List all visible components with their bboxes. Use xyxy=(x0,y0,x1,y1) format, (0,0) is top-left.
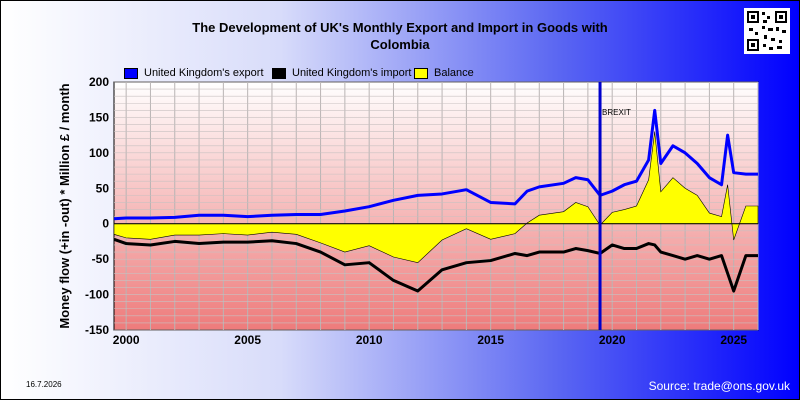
legend-label-balance: Balance xyxy=(434,67,474,79)
legend-swatch-export xyxy=(124,67,138,79)
y-tick-label: -50 xyxy=(92,252,110,266)
vertical-grid xyxy=(125,82,759,330)
chart-title-line2: Colombia xyxy=(370,37,430,52)
y-tick-label: 0 xyxy=(102,217,109,231)
date-stamp: 16.7.2026 xyxy=(26,380,62,389)
legend-label-export: United Kingdom's export xyxy=(144,67,264,79)
series-layer xyxy=(113,108,759,293)
legend-label-import: United Kingdom's import xyxy=(292,67,412,79)
chart-title-line1: The Development of UK's Monthly Export a… xyxy=(192,20,608,35)
x-tick-label: 2025 xyxy=(720,333,747,347)
legend-balance: Balance xyxy=(414,66,474,80)
legend-swatch-import xyxy=(272,67,286,79)
source-label: Source: trade@ons.gov.uk xyxy=(648,379,790,393)
y-tick-labels: -150 -100 -50 0 50 100 150 200 xyxy=(85,75,109,337)
x-tick-label: 2000 xyxy=(113,333,140,347)
series-import-line xyxy=(113,237,758,293)
y-tick-label: 100 xyxy=(89,146,109,160)
y-tick-label: -100 xyxy=(85,288,109,302)
legend-swatch-balance xyxy=(414,67,428,79)
y-axis-label: Money flow (+in -out) * Million £ / mont… xyxy=(57,83,72,328)
y-tick-label: -150 xyxy=(85,323,109,337)
y-tick-label: 150 xyxy=(89,110,109,124)
brexit-label: BREXIT xyxy=(602,108,631,117)
x-tick-label: 2005 xyxy=(234,333,261,347)
legend-import: United Kingdom's import xyxy=(272,66,412,80)
legend-export: United Kingdom's export xyxy=(124,66,264,80)
y-tick-label: 50 xyxy=(96,181,110,195)
x-tick-labels: 2000 2005 2010 2015 2020 2025 xyxy=(113,333,748,347)
series-export-line xyxy=(113,108,758,221)
annotation-layer: BREXIT xyxy=(598,82,631,330)
x-tick-label: 2020 xyxy=(599,333,626,347)
x-tick-label: 2015 xyxy=(477,333,504,347)
y-tick-label: 200 xyxy=(89,75,109,89)
qr-code-icon[interactable] xyxy=(744,8,790,54)
x-tick-label: 2010 xyxy=(356,333,383,347)
series-balance-area xyxy=(113,131,759,264)
